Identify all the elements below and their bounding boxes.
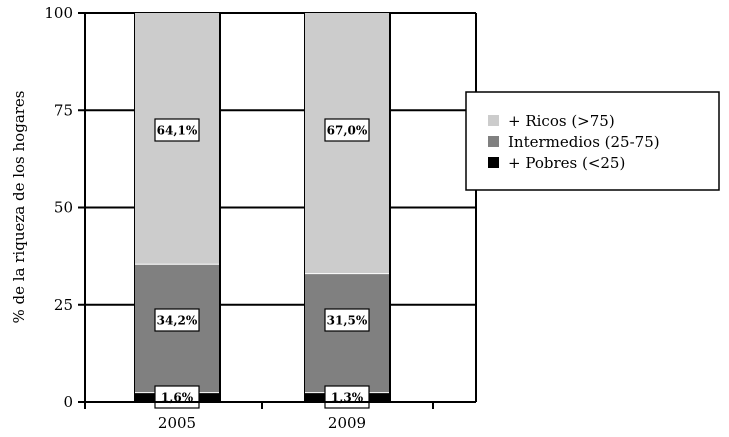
y-tick-label-0: 0 <box>63 393 73 411</box>
data-label-2005-1: 34,2% <box>154 308 200 332</box>
legend: + Ricos (>75) Intermedios (25-75) + Pobres… <box>465 91 720 191</box>
data-label-2009-0: 1,3% <box>324 385 370 409</box>
legend-box <box>465 91 720 191</box>
data-label-2005-0: 1,6% <box>154 385 200 409</box>
legend-swatch <box>488 157 499 168</box>
x-tick-label-2009: 2009 <box>328 414 366 432</box>
legend-label: Intermedios (25-75) <box>508 133 660 151</box>
x-tick-label-2005: 2005 <box>158 414 196 432</box>
y-tick-label-3: 75 <box>54 101 73 119</box>
legend-swatch <box>488 136 499 147</box>
legend-label: + Ricos (>75) <box>508 112 615 130</box>
y-tick-label-2: 50 <box>54 199 73 217</box>
data-label-text: 34,2% <box>157 314 198 328</box>
legend-swatch <box>488 115 499 126</box>
data-label-text: 67,0% <box>327 124 368 138</box>
x-tick-labels: 2005 2009 <box>158 414 366 432</box>
y-tick-labels: 0 25 50 75 100 <box>44 4 73 411</box>
data-label-box <box>324 118 370 142</box>
legend-item-2: + Pobres (<25) <box>488 154 625 172</box>
bar-segment-2009-1 <box>305 273 389 393</box>
data-label-box <box>324 308 370 332</box>
y-tick-label-4: 100 <box>44 4 73 22</box>
data-label-box <box>154 118 200 142</box>
y-tick-label-1: 25 <box>54 296 73 314</box>
y-axis-title: % de la riqueza de los hogares <box>10 90 28 323</box>
axes <box>78 12 476 409</box>
bar-segment-2009-2 <box>305 13 389 274</box>
data-label-2009-1: 31,5% <box>324 308 370 332</box>
data-label-text: 31,5% <box>327 314 368 328</box>
data-label-2009-2: 67,0% <box>324 118 370 142</box>
legend-item-1: Intermedios (25-75) <box>488 133 660 151</box>
data-label-text: 64,1% <box>157 124 198 138</box>
data-label-box <box>154 308 200 332</box>
legend-item-0: + Ricos (>75) <box>488 112 615 130</box>
data-label-2005-2: 64,1% <box>154 118 200 142</box>
legend-label: + Pobres (<25) <box>508 154 625 172</box>
